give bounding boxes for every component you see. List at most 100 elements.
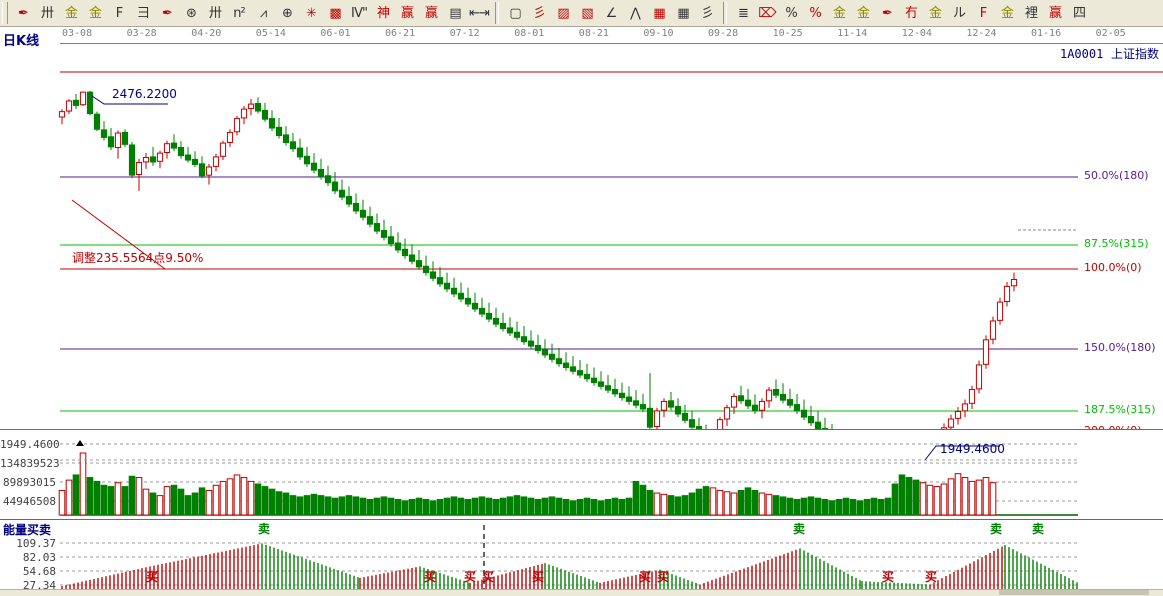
n-squared-icon-glyph: n² bbox=[233, 5, 245, 21]
parallel-lines-icon-glyph: 卅 bbox=[40, 5, 54, 21]
date-tick: 12-24 bbox=[966, 28, 997, 39]
toolbar-separator bbox=[723, 2, 727, 24]
grid-dark-icon[interactable]: ▦ bbox=[671, 1, 695, 25]
date-tick: 07-12 bbox=[449, 28, 480, 39]
wave-quote-icon[interactable]: Ⅳ" bbox=[347, 1, 371, 25]
cross-red-icon[interactable]: ⌦ bbox=[755, 1, 779, 25]
date-tick: 06-21 bbox=[385, 28, 416, 39]
trend-angle-icon[interactable]: ∠ bbox=[599, 1, 623, 25]
volume-plot bbox=[58, 440, 1078, 516]
ladder-123-icon[interactable]: ▤ bbox=[443, 1, 467, 25]
high-price-annotation: 2476.2200 bbox=[112, 87, 177, 101]
interval-icon-glyph: ⇤⇥ bbox=[469, 5, 490, 21]
symbol-name: 上证指数 bbox=[1110, 47, 1159, 61]
gold-grid-1-icon[interactable]: 金 bbox=[59, 1, 83, 25]
buy-signal-marker: 买 bbox=[532, 570, 545, 584]
fib-level-label: 87.5%(315) bbox=[1084, 237, 1149, 250]
zigzag-icon-glyph: ⋀ bbox=[630, 5, 641, 21]
indicator-axis-tick: 109.37 bbox=[16, 537, 56, 550]
circle-grid-icon-glyph: ⊛ bbox=[186, 5, 197, 21]
box-diagonal-icon-glyph: ▨ bbox=[557, 5, 569, 21]
volume-low-annotation: 1949.4600 bbox=[940, 442, 1005, 456]
starburst-icon[interactable]: ✳ bbox=[299, 1, 323, 25]
shen-grid-icon[interactable]: 神 bbox=[371, 1, 395, 25]
starburst-icon-glyph: ✳ bbox=[306, 5, 317, 21]
ying-grid2-icon[interactable]: 赢 bbox=[419, 1, 443, 25]
price-volume-divider bbox=[0, 429, 1163, 430]
sell-signal-marker: 卖 bbox=[990, 522, 1003, 536]
triple-line-icon-glyph: 卅 bbox=[208, 5, 222, 21]
scrollbar-thumb[interactable] bbox=[999, 590, 1149, 595]
buy-signal-marker: 买 bbox=[657, 570, 670, 584]
indicator-title: 能量买卖 bbox=[3, 523, 52, 537]
box-diagonal-icon[interactable]: ▨ bbox=[551, 1, 575, 25]
indicator-axis-tick: 82.03 bbox=[22, 551, 56, 564]
ying-grid-icon[interactable]: 赢 bbox=[395, 1, 419, 25]
gold-grid-1-icon-glyph: 金 bbox=[64, 5, 78, 21]
ledger-icon[interactable]: ≣ bbox=[731, 1, 755, 25]
sell-signal-marker: 卖 bbox=[258, 522, 271, 536]
fib-level-label: 100.0%(0) bbox=[1084, 261, 1142, 274]
symbol-code: 1A0001 bbox=[1059, 47, 1104, 61]
gold-lines-icon-glyph: 金 bbox=[928, 5, 942, 21]
shen-slash-icon-glyph: 裡 bbox=[1024, 5, 1038, 21]
shen-slash-icon[interactable]: 裡 bbox=[1019, 1, 1043, 25]
volume-axis-tick: 134839523 bbox=[0, 457, 60, 470]
pen-red-icon[interactable]: ✒ bbox=[875, 1, 899, 25]
boxed-star-icon-glyph: ▩ bbox=[329, 5, 341, 21]
trend-angle-icon-glyph: ∠ bbox=[605, 5, 618, 21]
grid-dark-icon-glyph: ▦ bbox=[677, 5, 689, 21]
si-slash-icon[interactable]: 四 bbox=[1067, 1, 1091, 25]
n-squared-icon[interactable]: n² bbox=[227, 1, 251, 25]
hatch-box-icon[interactable]: ▧ bbox=[575, 1, 599, 25]
price-pane[interactable]: 50.0%(180) 87.5%(315) 100.0%(0) 150.0%(180)… bbox=[0, 44, 1163, 430]
date-axis-rule bbox=[60, 43, 1163, 44]
period-label: 日K线 bbox=[3, 34, 40, 49]
curve-tool-icon[interactable]: 彐 bbox=[131, 1, 155, 25]
gold-grid-2-icon[interactable]: 金 bbox=[83, 1, 107, 25]
slash-lines-icon[interactable]: ル bbox=[947, 1, 971, 25]
date-tick: 01-16 bbox=[1031, 28, 1062, 39]
percent-lines-icon[interactable]: % bbox=[803, 1, 827, 25]
percent-icon[interactable]: % bbox=[779, 1, 803, 25]
boxed-star-icon[interactable]: ▩ bbox=[323, 1, 347, 25]
interval-icon[interactable]: ⇤⇥ bbox=[467, 1, 491, 25]
gold-circle-icon[interactable]: 金 bbox=[827, 1, 851, 25]
slant-lines-icon[interactable]: 彡 bbox=[695, 1, 719, 25]
gold-bar-icon[interactable]: 金 bbox=[851, 1, 875, 25]
pointer-pen-icon[interactable]: ✒ bbox=[11, 1, 35, 25]
crosshair-circle-icon-glyph: ⊕ bbox=[282, 5, 293, 21]
date-tick: 10-25 bbox=[772, 28, 803, 39]
gold-bar-icon-glyph: 金 bbox=[856, 5, 870, 21]
rect-frame-icon[interactable]: ▢ bbox=[503, 1, 527, 25]
fib-f-icon[interactable]: F bbox=[107, 1, 131, 25]
grid-red-icon[interactable]: ▦ bbox=[647, 1, 671, 25]
f-slash-icon[interactable]: F bbox=[971, 1, 995, 25]
gold-grid-2-icon-glyph: 金 bbox=[88, 5, 102, 21]
zigzag-icon[interactable]: ⋀ bbox=[623, 1, 647, 25]
gold-slash-icon[interactable]: 金 bbox=[995, 1, 1019, 25]
arch-icon[interactable]: 冇 bbox=[899, 1, 923, 25]
parallel-lines-icon[interactable]: 卅 bbox=[35, 1, 59, 25]
triple-line-icon[interactable]: 卅 bbox=[203, 1, 227, 25]
toolbar-drag-grip[interactable] bbox=[2, 2, 8, 24]
percent-icon-glyph: % bbox=[785, 5, 797, 21]
volume-pane[interactable]: 1949.4600 134839523 89893015 44946508 bbox=[0, 430, 1163, 518]
horizontal-scrollbar[interactable] bbox=[0, 589, 1163, 596]
circle-grid-icon[interactable]: ⊛ bbox=[179, 1, 203, 25]
rect-frame-icon-glyph: ▢ bbox=[509, 5, 521, 21]
symbol-label: 1A0001 上证指数 bbox=[1060, 45, 1159, 62]
angle-fan-icon[interactable]: ⩘ bbox=[251, 1, 275, 25]
fan-lines-icon[interactable]: 彡 bbox=[527, 1, 551, 25]
crosshair-circle-icon[interactable]: ⊕ bbox=[275, 1, 299, 25]
buy-signal-marker: 买 bbox=[424, 570, 437, 584]
date-tick: 06-01 bbox=[320, 28, 351, 39]
indicator-pane[interactable]: 能量买卖 109.37 82.03 54.68 27.34 bbox=[0, 521, 1163, 596]
ying-slash-icon[interactable]: 赢 bbox=[1043, 1, 1067, 25]
candlestick-plot bbox=[58, 71, 1163, 430]
gold-lines-icon[interactable]: 金 bbox=[923, 1, 947, 25]
energy-oscillator-plot bbox=[0, 525, 1163, 595]
ledger-icon-glyph: ≣ bbox=[738, 5, 749, 21]
brush-tool-icon[interactable]: ✒ bbox=[155, 1, 179, 25]
buy-signal-marker: 买 bbox=[464, 570, 477, 584]
